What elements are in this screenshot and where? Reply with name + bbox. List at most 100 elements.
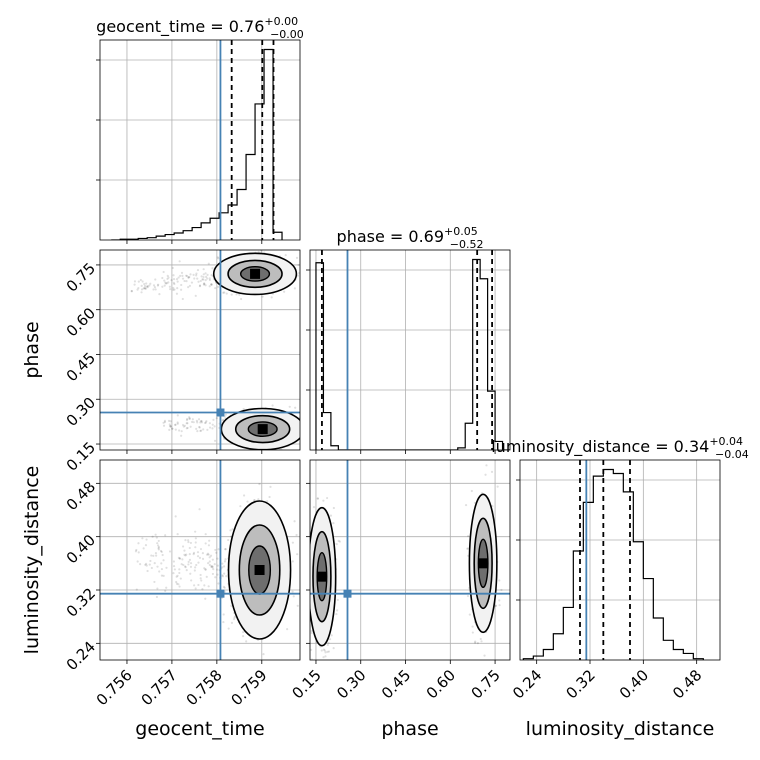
scatter-point [201, 552, 204, 555]
scatter-point [266, 500, 269, 503]
scatter-point [155, 595, 159, 599]
scatter-point [211, 427, 214, 430]
scatter-point [304, 424, 306, 426]
scatter-point [177, 276, 180, 279]
scatter-point [162, 270, 165, 274]
x-tick-label: 0.758 [183, 666, 226, 709]
scatter-point [160, 567, 164, 571]
scatter-point [130, 290, 133, 293]
scatter-point [181, 297, 184, 301]
scatter-point [269, 485, 272, 488]
scatter-point [246, 500, 249, 503]
x-axis-label-geocent_time: geocent_time [135, 718, 264, 740]
scatter-point [135, 588, 138, 591]
scatter-point [146, 569, 149, 573]
scatter-point [185, 419, 189, 422]
scatter-point [307, 629, 309, 631]
scatter-point [162, 421, 165, 424]
scatter-point [142, 287, 145, 290]
scatter-point [137, 542, 140, 545]
y-tick-label: 0.24 [63, 638, 99, 674]
scatter-point [222, 613, 225, 616]
scatter-point [173, 288, 176, 291]
scatter-point [204, 533, 207, 536]
panel-phase-luminosity_distance [300, 459, 511, 664]
scatter-point [168, 550, 172, 553]
scatter-point [166, 277, 169, 281]
scatter-point [300, 544, 302, 546]
scatter-point [253, 499, 256, 502]
scatter-point [257, 250, 260, 253]
truth-marker [216, 408, 225, 417]
scatter-point [168, 428, 171, 431]
scatter-point [217, 257, 220, 260]
scatter-point [175, 582, 179, 585]
scatter-point [189, 572, 192, 575]
scatter-point [222, 585, 225, 588]
scatter-point [185, 569, 188, 572]
scatter-point [311, 276, 313, 278]
scatter-point [186, 426, 189, 430]
scatter-point [216, 256, 219, 259]
scatter-point [160, 562, 163, 565]
scatter-point [208, 560, 211, 563]
scatter-point [145, 285, 148, 288]
scatter-point [187, 276, 190, 279]
scatter-point [324, 655, 327, 658]
scatter-point [180, 563, 183, 566]
scatter-point [143, 287, 146, 290]
scatter-point [192, 421, 195, 424]
scatter-point [182, 563, 185, 567]
scatter-point [324, 651, 327, 654]
scatter-point [164, 534, 167, 537]
scatter-point [494, 604, 498, 607]
scatter-point [307, 273, 309, 275]
y-axis-label-luminosity_distance: luminosity_distance [21, 466, 43, 655]
scatter-point [175, 580, 178, 584]
scatter-point [210, 565, 213, 568]
scatter-point [216, 564, 219, 567]
scatter-point [204, 284, 207, 287]
scatter-point [335, 543, 338, 546]
scatter-point [296, 553, 299, 556]
scatter-point [230, 604, 233, 608]
histogram-luminosity_distance [522, 468, 704, 660]
scatter-point [185, 274, 189, 278]
scatter-point [206, 552, 210, 555]
scatter-point [294, 406, 297, 409]
scatter-point [223, 586, 226, 589]
scatter-point [239, 505, 242, 508]
panel-frame [99, 459, 301, 661]
scatter-point [174, 428, 177, 431]
scatter-point [136, 288, 139, 291]
scatter-point [240, 297, 243, 301]
scatter-point [161, 285, 164, 288]
scatter-point [160, 550, 163, 553]
title-minus: −0.00 [270, 28, 304, 41]
scatter-point [165, 586, 168, 589]
scatter-point [235, 293, 238, 296]
x-tick-label: 0.756 [93, 666, 136, 709]
scatter-point [145, 538, 148, 541]
scatter-point [196, 430, 199, 433]
x-tick-label: 0.75 [468, 666, 504, 702]
scatter-point [156, 587, 159, 590]
panel-content [310, 250, 510, 450]
scatter-point [157, 539, 160, 543]
density-peak [257, 424, 268, 435]
scatter-point [221, 575, 225, 578]
scatter-point [496, 485, 499, 488]
scatter-point [178, 585, 181, 588]
scatter-point [178, 260, 181, 263]
scatter-point [137, 551, 140, 554]
scatter-point [194, 546, 197, 549]
scatter-point [325, 496, 329, 500]
scatter-point [187, 276, 190, 279]
x-tick-label: 0.15 [288, 666, 324, 702]
scatter-point [206, 273, 209, 276]
scatter-point [187, 540, 190, 544]
x-axis-label-phase: phase [381, 718, 438, 740]
scatter-point [176, 422, 179, 425]
scatter-point [283, 290, 286, 293]
scatter-point [195, 419, 199, 422]
